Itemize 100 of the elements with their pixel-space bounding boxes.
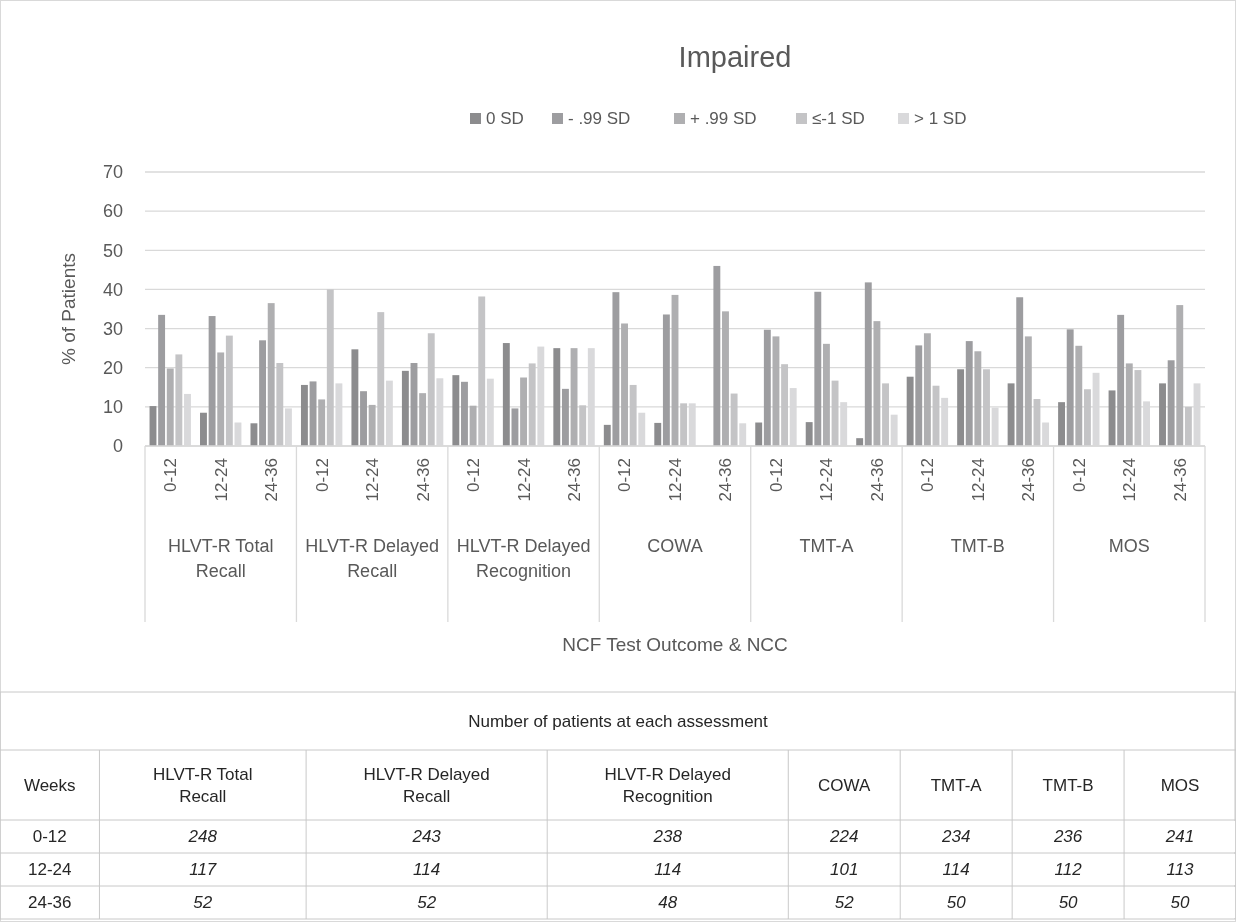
text: TMT-B <box>950 536 1005 556</box>
bar <box>377 312 385 446</box>
bar <box>561 388 569 446</box>
legend-label: > 1 SD <box>914 109 967 128</box>
data-label: 117 <box>189 860 217 880</box>
bar <box>553 348 561 446</box>
x-tick-label: 24-36 <box>1019 458 1039 502</box>
text: COWA <box>647 536 703 556</box>
data-label: 236 <box>1052 827 1083 847</box>
bar <box>528 363 536 446</box>
x-tick-label: 0-12 <box>615 458 635 493</box>
bar <box>419 393 427 446</box>
bar <box>906 376 914 446</box>
data-label: 50 <box>1170 893 1191 913</box>
bar <box>603 424 611 446</box>
bar <box>763 329 771 446</box>
chart-title: Impaired <box>678 41 792 73</box>
x-tick-label: 24-36 <box>716 458 736 502</box>
bar <box>520 377 528 446</box>
legend-label: ≤-1 SD <box>812 109 865 128</box>
text: TMT-A <box>799 536 854 556</box>
x-tick-label: 24-36 <box>262 458 282 502</box>
x-tick-label: 12-24 <box>1120 458 1140 502</box>
x-tick-label: HLVT-R Delayed Recognition <box>604 764 731 806</box>
bar <box>1125 363 1133 446</box>
bar <box>856 438 864 446</box>
bar <box>654 422 662 446</box>
y-tick-label: 12-24 <box>27 860 72 880</box>
bar <box>469 405 477 446</box>
bar <box>864 282 872 446</box>
bar <box>805 422 813 446</box>
data-label: 224 <box>829 827 859 847</box>
data-label: 114 <box>413 860 441 880</box>
bar <box>1058 402 1066 446</box>
y-axis-title: % of Patients <box>58 253 79 365</box>
y-tick-label: 0 <box>112 436 123 457</box>
bar <box>1024 336 1032 446</box>
x-tick-label: TMT-B <box>1042 775 1094 795</box>
bar <box>722 311 729 446</box>
bar <box>175 354 183 446</box>
bar <box>1016 297 1024 446</box>
bar <box>965 341 973 446</box>
bar <box>427 333 435 446</box>
data-label: 243 <box>411 827 442 847</box>
x-tick-label: 12-24 <box>363 458 383 502</box>
x-tick-label: HLVT-R Delayed Recall <box>363 764 490 806</box>
data-label: 234 <box>940 827 971 847</box>
bar <box>822 343 830 446</box>
data-label: 48 <box>658 893 678 913</box>
data-label: 101 <box>830 860 859 880</box>
y-tick-label: 0-12 <box>32 827 67 847</box>
bar <box>957 369 965 446</box>
y-tick-label: 10 <box>102 397 123 418</box>
bar <box>158 314 166 446</box>
bar <box>814 291 822 446</box>
bar <box>461 381 468 446</box>
legend-label: + .99 SD <box>690 109 757 128</box>
bar <box>326 289 334 446</box>
bar <box>502 343 510 446</box>
y-tick-label: 20 <box>102 358 123 379</box>
bar <box>873 321 881 446</box>
bar <box>1176 305 1184 446</box>
y-tick-label: 50 <box>102 240 123 261</box>
data-label: 113 <box>1166 860 1195 880</box>
bar <box>478 296 486 446</box>
bar <box>1134 370 1142 446</box>
bar <box>1075 345 1083 446</box>
bar <box>276 363 284 446</box>
bar <box>629 384 637 446</box>
bar <box>713 265 721 446</box>
text: HLVT-R Delayed Recognition <box>456 536 591 581</box>
bar <box>166 368 174 446</box>
x-tick-label: MOS <box>1160 775 1200 795</box>
x-tick-label: 24-36 <box>565 458 584 502</box>
bar <box>368 404 376 446</box>
bar <box>755 422 763 446</box>
bar <box>781 364 789 446</box>
bar <box>259 340 267 446</box>
bar <box>511 408 519 446</box>
bar <box>831 380 839 446</box>
bar <box>612 292 620 446</box>
bar <box>1167 360 1175 446</box>
bar <box>882 383 889 446</box>
x-tick-label: 12-24 <box>211 458 231 502</box>
x-tick-label: 12-24 <box>968 458 988 502</box>
x-tick-label: TMT-A <box>930 775 983 795</box>
bar <box>217 352 225 446</box>
y-axis-title: Weeks <box>23 775 76 795</box>
bar <box>452 375 460 446</box>
x-tick-label: 24-36 <box>867 458 887 502</box>
bar <box>680 403 688 446</box>
data-label: 112 <box>1054 860 1083 880</box>
bar <box>1066 329 1074 446</box>
bar <box>923 333 931 446</box>
bar <box>1184 406 1192 446</box>
bar <box>1159 383 1166 446</box>
y-tick-label: 24-36 <box>27 893 72 913</box>
bar <box>621 323 628 446</box>
bar <box>1083 389 1091 446</box>
bar <box>200 412 207 446</box>
